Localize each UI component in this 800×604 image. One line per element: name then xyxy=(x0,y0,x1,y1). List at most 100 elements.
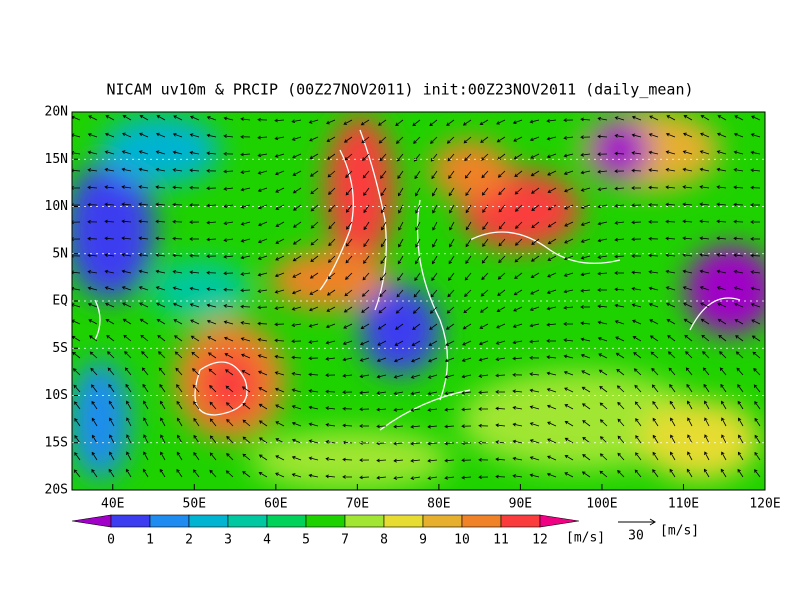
wind-arrow xyxy=(172,185,183,190)
wind-arrow xyxy=(669,400,676,410)
wind-arrow xyxy=(126,451,132,461)
wind-arrow xyxy=(381,221,387,231)
wind-arrow xyxy=(530,289,540,295)
wind-arrow xyxy=(682,236,693,241)
wind-arrow xyxy=(666,115,676,121)
wind-arrow xyxy=(258,437,268,444)
wind-arrow xyxy=(206,237,217,242)
wind-arrow xyxy=(87,150,98,155)
wind-arrow xyxy=(648,286,659,291)
wind-arrow xyxy=(257,187,268,193)
wind-arrow xyxy=(72,286,81,291)
wind-arrow xyxy=(652,434,659,444)
wind-arrow xyxy=(275,187,285,193)
wind-arrow xyxy=(308,389,319,393)
wind-arrow xyxy=(155,286,166,291)
wind-arrow xyxy=(754,417,761,427)
wind-arrow xyxy=(529,372,540,377)
wind-arrow xyxy=(223,187,234,191)
wind-arrow xyxy=(379,289,387,298)
wind-arrow xyxy=(225,402,234,410)
wind-arrow xyxy=(737,400,744,410)
wind-arrow xyxy=(410,374,421,379)
wind-arrow xyxy=(546,355,557,359)
wind-arrow xyxy=(512,474,523,478)
wind-arrow xyxy=(241,370,251,376)
wind-arrow xyxy=(580,337,591,342)
wind-arrow xyxy=(223,169,234,174)
wind-arrow xyxy=(257,305,268,310)
wind-arrow xyxy=(616,385,625,393)
wind-arrow xyxy=(699,202,710,207)
wind-arrow xyxy=(109,451,115,461)
wind-arrow xyxy=(684,334,693,342)
wind-arrow xyxy=(665,269,676,274)
wind-arrow xyxy=(342,475,353,479)
wind-arrow xyxy=(427,458,438,463)
wind-arrow xyxy=(172,202,183,207)
wind-arrow xyxy=(377,340,387,346)
wind-arrow xyxy=(104,185,115,190)
wind-arrow xyxy=(363,255,370,264)
wind-arrow xyxy=(733,219,744,224)
wind-arrow xyxy=(72,151,81,155)
wind-arrow xyxy=(446,119,455,126)
wind-arrow xyxy=(327,272,336,280)
wind-arrow xyxy=(155,236,166,241)
wind-arrow xyxy=(380,170,387,179)
wind-arrow xyxy=(87,236,98,241)
wind-arrow xyxy=(274,170,285,176)
colorbar-end xyxy=(539,514,580,528)
x-tick-label: 120E xyxy=(749,497,780,512)
wind-arrow xyxy=(363,238,370,248)
wind-arrow xyxy=(733,286,744,291)
wind-arrow xyxy=(91,434,98,444)
wind-arrow xyxy=(495,390,506,394)
wind-arrow xyxy=(176,468,183,478)
wind-arrow xyxy=(176,400,183,410)
wind-arrow xyxy=(325,373,336,378)
wind-arrow xyxy=(190,319,200,325)
wind-arrow xyxy=(617,401,625,410)
wind-arrow xyxy=(431,272,438,281)
wind-arrow xyxy=(206,151,217,156)
wind-arrow xyxy=(447,289,455,298)
wind-arrow xyxy=(105,115,115,121)
wind-arrow xyxy=(141,367,149,376)
wind-arrow xyxy=(393,458,404,463)
wind-arrow xyxy=(633,352,642,359)
wind-arrow xyxy=(498,221,506,230)
wind-arrow xyxy=(410,391,421,396)
wind-arrow xyxy=(308,372,319,377)
wind-arrow xyxy=(563,255,574,261)
wind-arrow xyxy=(74,401,81,410)
wind-arrow xyxy=(363,221,370,231)
wind-arrow xyxy=(257,221,268,227)
wind-arrow xyxy=(121,236,132,241)
wind-arrow xyxy=(380,238,387,248)
wind-arrow xyxy=(142,383,149,393)
wind-arrow xyxy=(189,150,200,155)
wind-arrow xyxy=(193,451,200,461)
wind-arrow xyxy=(547,255,557,261)
wind-arrow xyxy=(529,323,540,328)
wind-arrow xyxy=(665,185,676,190)
wind-arrow xyxy=(174,335,183,342)
wind-arrow xyxy=(563,272,574,277)
wind-arrow xyxy=(107,367,115,376)
wind-arrow xyxy=(479,323,489,329)
wind-arrow xyxy=(138,236,149,241)
wind-arrow xyxy=(563,338,574,343)
wind-arrow xyxy=(376,475,387,480)
wind-arrow xyxy=(648,202,659,207)
wind-arrow xyxy=(716,185,727,189)
wind-arrow xyxy=(104,253,115,257)
wind-arrow xyxy=(478,357,489,362)
wind-arrow xyxy=(193,434,200,444)
wind-arrow xyxy=(445,323,455,330)
wind-arrow xyxy=(138,253,149,257)
wind-arrow xyxy=(359,357,370,362)
wind-arrow xyxy=(172,219,183,224)
wind-arrow xyxy=(702,351,710,359)
wind-arrow xyxy=(121,202,132,207)
